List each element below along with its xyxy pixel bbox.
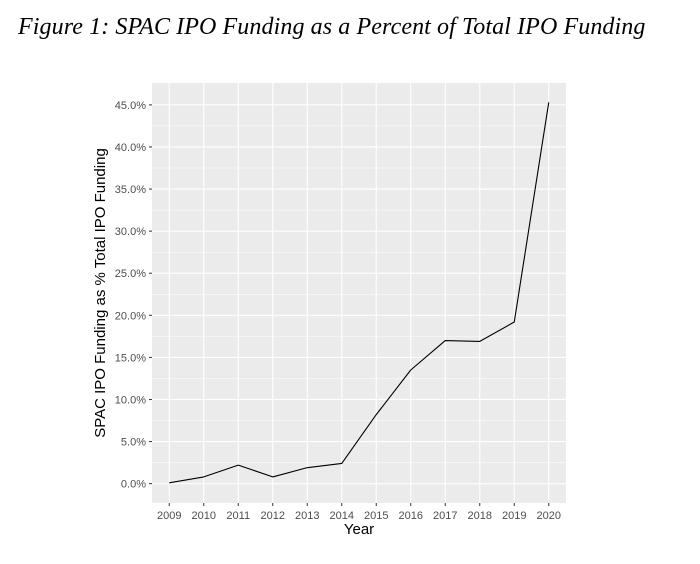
x-tick-label: 2012	[261, 510, 285, 522]
minor-gridlines	[152, 125, 566, 463]
plot-panel	[152, 83, 566, 503]
x-tick-label: 2014	[330, 510, 354, 522]
y-tick-label: 25.0%	[115, 268, 146, 280]
x-tick-label: 2017	[433, 510, 457, 522]
y-tick-label: 15.0%	[115, 352, 146, 364]
x-tick-label: 2019	[502, 510, 526, 522]
y-tick-label: 20.0%	[115, 310, 146, 322]
y-tick-label: 45.0%	[115, 100, 146, 112]
data-point-2018	[479, 340, 481, 342]
x-tick-label: 2011	[226, 510, 250, 522]
data-point-2016	[410, 369, 412, 371]
data-point-2019	[513, 321, 515, 323]
x-tick-label: 2015	[364, 510, 388, 522]
data-point-2010	[203, 476, 205, 478]
data-point-2015	[375, 413, 377, 415]
y-axis: 0.0% 5.0% 10.0% 15.0% 20.0% 25.0% 30.0% 35.0% 40…	[115, 100, 152, 491]
x-tick-label: 2018	[468, 510, 492, 522]
y-axis-title: SPAC IPO Funding as % Total IPO Funding	[92, 148, 109, 438]
data-point-2012	[272, 476, 274, 478]
x-tick-label: 2013	[295, 510, 319, 522]
data-point-2014	[341, 462, 343, 464]
y-tick-label: 5.0%	[121, 437, 146, 449]
series-layer	[168, 101, 550, 484]
x-tick-label: 2009	[157, 510, 181, 522]
x-tick-label: 2016	[399, 510, 423, 522]
series-line-1	[169, 102, 550, 484]
y-tick-label: 0.0%	[121, 479, 146, 491]
data-point-2020	[548, 101, 550, 103]
data-point-2017	[444, 339, 446, 341]
data-point-2011	[237, 464, 239, 466]
y-tick-label: 35.0%	[115, 184, 146, 196]
x-tick-label: 2020	[537, 510, 561, 522]
y-tick-label: 40.0%	[115, 142, 146, 154]
x-axis-title: Year	[344, 521, 374, 538]
figure-caption: Figure 1: SPAC IPO Funding as a Percent …	[18, 14, 646, 40]
data-point-2009	[168, 482, 170, 484]
y-tick-label: 30.0%	[115, 226, 146, 238]
x-axis: 2009 2010 2011 2012 2013 2014 2015 2016 2017 2018…	[157, 503, 561, 522]
y-tick-label: 10.0%	[115, 394, 146, 406]
major-gridlines	[152, 83, 566, 503]
x-tick-label: 2010	[192, 510, 216, 522]
data-point-2013	[306, 466, 308, 468]
